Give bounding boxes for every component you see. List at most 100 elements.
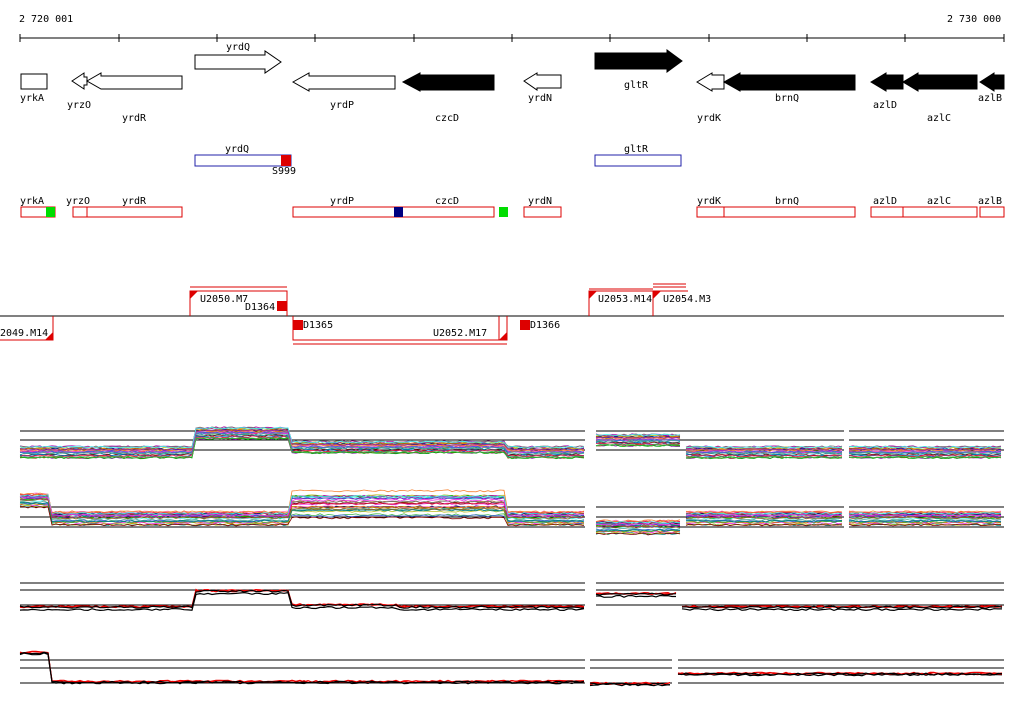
gene-yrdP[interactable] (291, 72, 396, 92)
expression-profile-line (685, 512, 843, 515)
deletion-marker-D1365[interactable] (293, 320, 303, 330)
gene-label-yrkA: yrkA (20, 93, 44, 104)
gene-yrdQ[interactable] (194, 50, 282, 74)
expression-profile-line (19, 505, 585, 527)
expression-profile-line (685, 519, 843, 523)
expression-profile-line (685, 510, 843, 514)
expression-profile-panel-1 (19, 426, 1002, 460)
deletion-marker-D1366[interactable] (520, 320, 530, 330)
operon-track: yrdQ S999 gltR (194, 144, 682, 177)
terminator-marker[interactable] (499, 207, 508, 217)
segment-label-U205x: U2052.M17 (433, 328, 487, 339)
transcript-box-yrdN[interactable] (523, 206, 562, 218)
profile-reference-lines (20, 430, 1004, 684)
deletion-marker-D1364[interactable] (277, 301, 287, 311)
expression-profile-line (595, 436, 681, 439)
expression-profile-line (685, 454, 843, 458)
segment-label-D1366: D1366 (530, 320, 560, 331)
expression-profile-line (19, 498, 585, 520)
transcript-box-azlB[interactable] (979, 206, 1005, 218)
expression-profile-line (685, 513, 843, 517)
segment-end-flag (499, 332, 507, 340)
transcript-box-azlD-azlC[interactable] (870, 206, 978, 218)
gene-label-yrzO: yrzO (67, 100, 91, 111)
gene-czcD[interactable] (401, 72, 495, 92)
expression-profile-line (595, 594, 676, 598)
gene-labels: yrkA yrzO yrdR yrdQ yrdP czcD yrdN gltR … (20, 42, 1002, 124)
operon-label-yrdQ: yrdQ (225, 144, 249, 155)
gene-track (20, 49, 1005, 92)
operon-box-gltR[interactable] (594, 154, 682, 167)
segment-label-U2050-M7: U2050.M7 (200, 294, 248, 305)
transcript-label-yrdN: yrdN (528, 196, 552, 207)
expression-profiles (19, 426, 1004, 687)
expression-profile-line (848, 453, 1002, 457)
expression-profile-line (848, 512, 1002, 515)
segment-start-flag (190, 291, 198, 299)
transcript-box-yrdP-czcD[interactable] (292, 206, 495, 218)
expression-profile-line (685, 518, 843, 522)
expression-profile-line (595, 527, 681, 531)
gene-label-yrdR: yrdR (122, 113, 147, 124)
gene-yrkA[interactable] (20, 73, 48, 90)
expression-summary-panel-1 (19, 588, 1003, 612)
expression-profile-line (848, 519, 1002, 523)
gene-yrdK[interactable] (696, 72, 725, 92)
gene-label-yrdP: yrdP (330, 100, 354, 111)
gene-label-azlD: azlD (873, 100, 897, 111)
gene-azlC[interactable] (902, 72, 978, 92)
expression-profile-line (19, 501, 585, 523)
transcript-label-azlC: azlC (927, 196, 951, 207)
gene-yrzO[interactable] (71, 72, 88, 90)
transcript-box-yrzO-yrdR[interactable] (72, 206, 183, 218)
gene-yrdN[interactable] (523, 72, 562, 91)
expression-profile-line (19, 494, 585, 515)
feature-marker[interactable] (394, 207, 403, 217)
expression-profile-line (685, 448, 843, 451)
ruler-ticks (19, 34, 1005, 42)
expression-profile-line (595, 528, 681, 532)
transcript-label-azlD: azlD (873, 196, 897, 207)
terminator-marker[interactable] (46, 207, 55, 217)
expression-profile-line (19, 651, 585, 684)
expression-profile-line (685, 455, 843, 459)
gene-azlB[interactable] (979, 72, 1005, 92)
operon-box-yrdQ[interactable] (194, 154, 292, 167)
transcript-box-yrdK-brnQ[interactable] (696, 206, 856, 218)
expression-profile-line (19, 502, 585, 525)
segment-label-D1364: D1364 (245, 302, 275, 313)
gene-brnQ[interactable] (722, 72, 856, 92)
gene-azlD[interactable] (870, 72, 904, 92)
transcript-label-azlB: azlB (978, 196, 1002, 207)
expression-profile-line (685, 451, 843, 455)
expression-profile-line (19, 426, 585, 449)
gene-label-czcD: czcD (435, 113, 459, 124)
ruler-start-label: 2 720 001 (19, 14, 73, 25)
expression-profile-line (595, 443, 681, 447)
expression-profile-line (677, 672, 1003, 676)
expression-profile-line (595, 521, 681, 524)
expression-profile-line (848, 445, 1002, 449)
segment-label-U2054-M3: U2054.M3 (663, 294, 711, 305)
expression-profile-line (19, 651, 585, 684)
segment-start-flag (653, 291, 661, 299)
expression-profile-line (848, 448, 1002, 451)
expression-profile-line (20, 431, 585, 454)
gene-label-yrdK: yrdK (697, 113, 721, 124)
transcript-label-yrzO: yrzO (66, 196, 90, 207)
gene-yrdR[interactable] (85, 72, 183, 90)
site-label-S999: S999 (272, 166, 296, 177)
gene-gltR[interactable] (594, 49, 683, 73)
operon-label-gltR: gltR (624, 144, 649, 155)
site-marker-S999[interactable] (281, 155, 291, 166)
expression-profile-line (19, 650, 585, 683)
expression-profile-line (595, 522, 681, 526)
segment-label-U2053-M14: U2053.M14 (598, 294, 652, 305)
expression-profile-line (848, 518, 1002, 522)
transcript-label-czcD: czcD (435, 196, 459, 207)
expression-profile-line (19, 436, 584, 459)
expression-profile-line (848, 515, 1002, 519)
expression-profile-line (685, 523, 843, 527)
expression-profile-line (596, 442, 681, 446)
expression-profile-line (595, 523, 680, 526)
